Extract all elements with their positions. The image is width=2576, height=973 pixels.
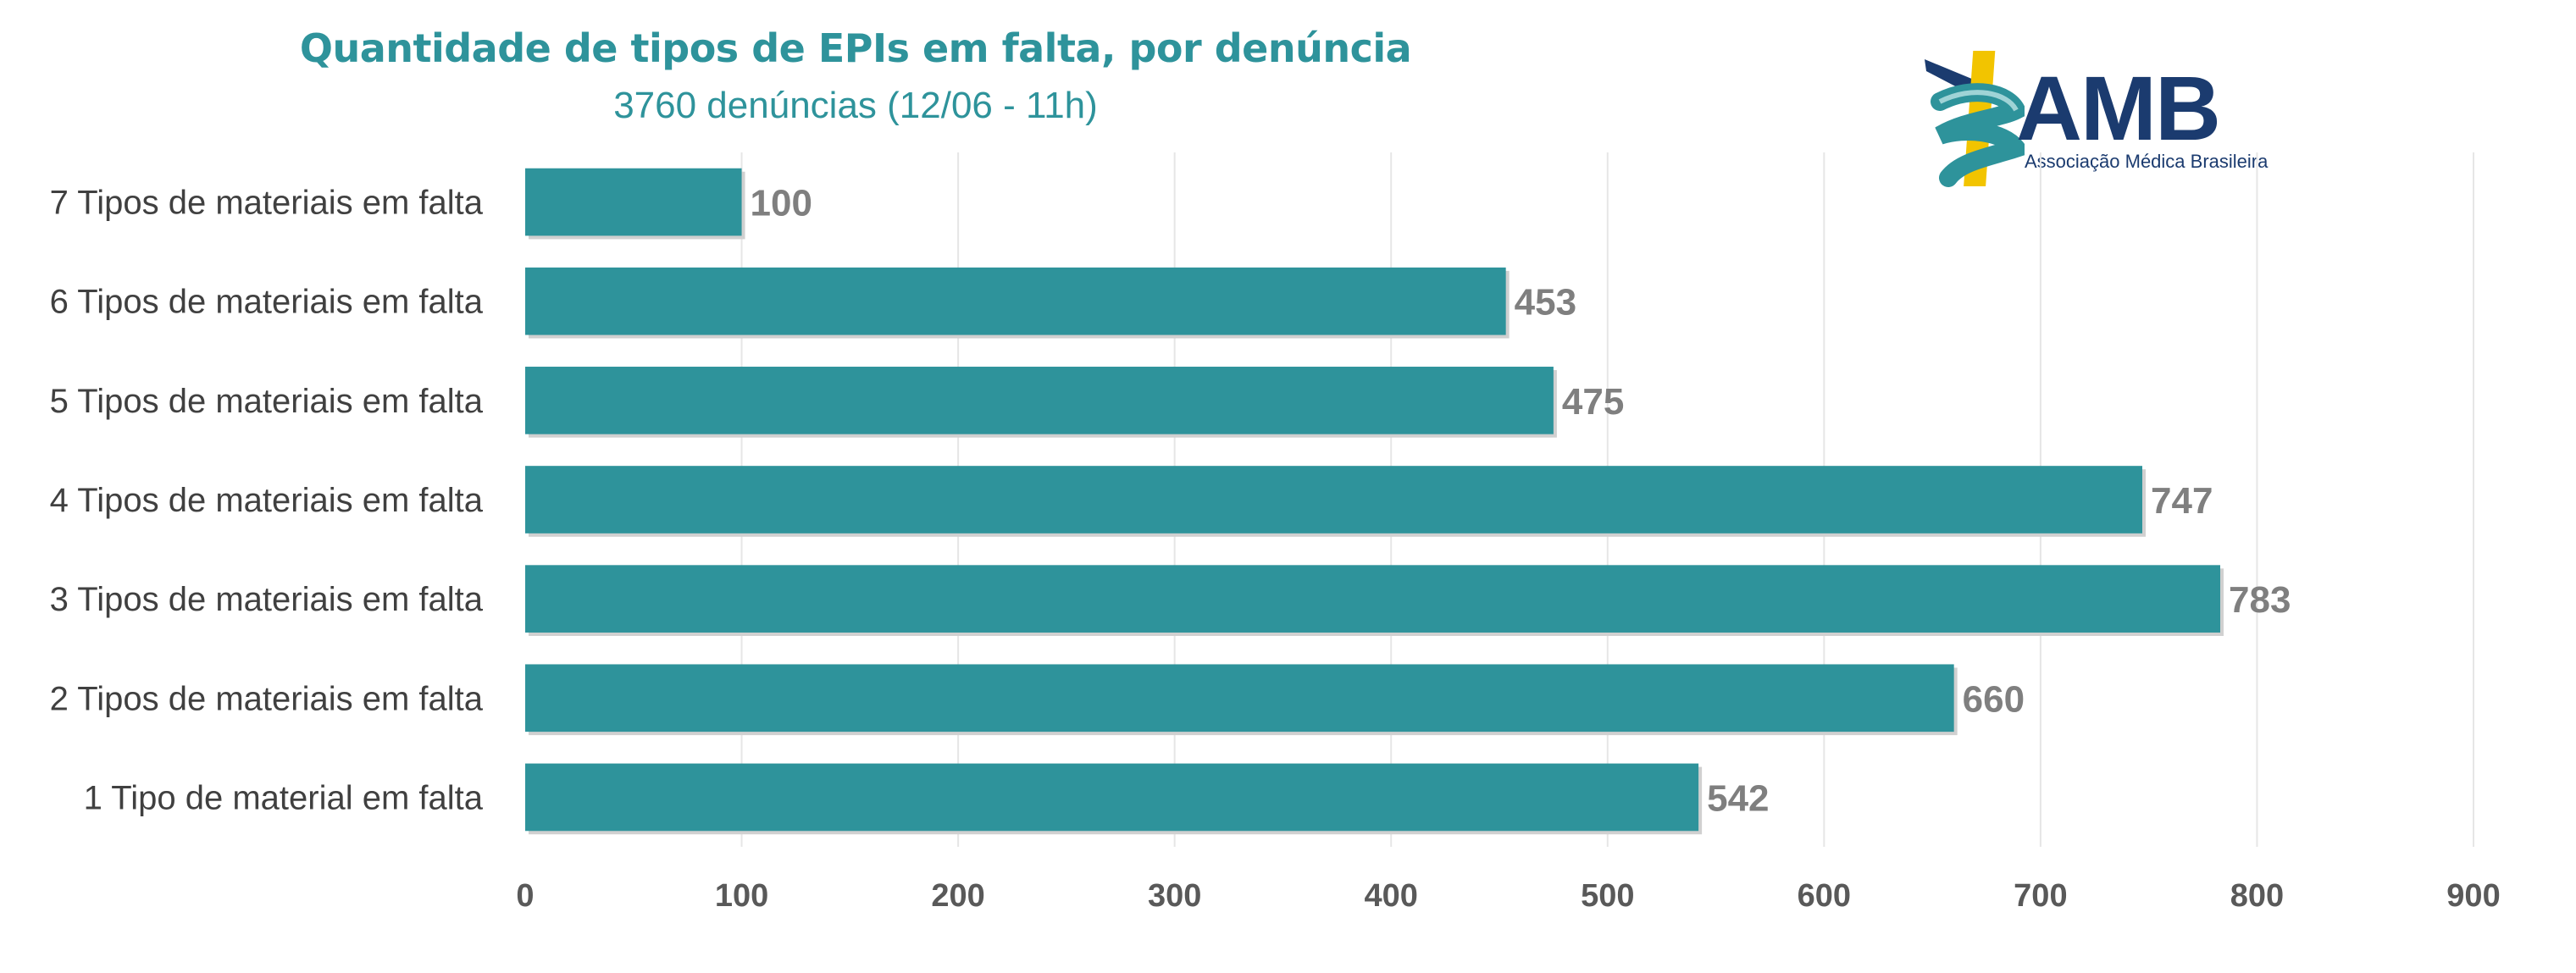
bar (525, 267, 1506, 335)
x-tick-label: 900 (2446, 878, 2500, 914)
x-tick-label: 500 (1581, 878, 1634, 914)
chart-subtitle: 3760 denúncias (12/06 - 11h) (613, 85, 1098, 126)
logo-text: AMB (2016, 57, 2221, 159)
category-label: 7 Tipos de materiais em falta (50, 185, 484, 222)
category-label: 4 Tipos de materiais em falta (50, 482, 484, 519)
x-tick-label: 800 (2230, 878, 2284, 914)
x-tick-label: 100 (715, 878, 768, 914)
category-label: 6 Tipos de materiais em falta (50, 284, 484, 321)
labels: 0 100 200 300 400 500 600 700 800 900 7 Tipos de m… (50, 183, 2501, 914)
x-tick-label: 700 (2014, 878, 2067, 914)
data-label: 475 (1562, 381, 1624, 423)
data-label: 453 (1515, 282, 1576, 323)
x-tick-label: 0 (516, 878, 534, 914)
amb-logo: AMB Associação Médica Brasileira (1923, 42, 2321, 212)
x-tick-label: 600 (1798, 878, 1851, 914)
bar (525, 763, 1699, 832)
bar (525, 168, 742, 236)
bar (525, 367, 1554, 434)
category-label: 1 Tipo de material em falta (84, 779, 484, 816)
data-label: 747 (2151, 480, 2213, 522)
bar (525, 664, 1954, 733)
data-label: 100 (751, 183, 812, 224)
x-tick-label: 400 (1365, 878, 1418, 914)
category-label: 5 Tipos de materiais em falta (50, 383, 484, 420)
x-tick-label: 300 (1148, 878, 1201, 914)
bar (525, 466, 2142, 533)
logo-subtitle: Associação Médica Brasileira (2025, 151, 2269, 172)
amb-emblem-icon (1925, 51, 2025, 187)
category-label: 2 Tipos de materiais em falta (50, 680, 484, 717)
data-label: 542 (1707, 777, 1769, 819)
category-label: 3 Tipos de materiais em falta (50, 581, 484, 618)
chart-title: Quantidade de tipos de EPIs em falta, po… (299, 25, 1412, 71)
bar (525, 565, 2220, 633)
bars (525, 168, 2224, 835)
data-label: 783 (2229, 579, 2291, 621)
x-tick-label: 200 (931, 878, 984, 914)
data-label: 660 (1963, 678, 2025, 720)
